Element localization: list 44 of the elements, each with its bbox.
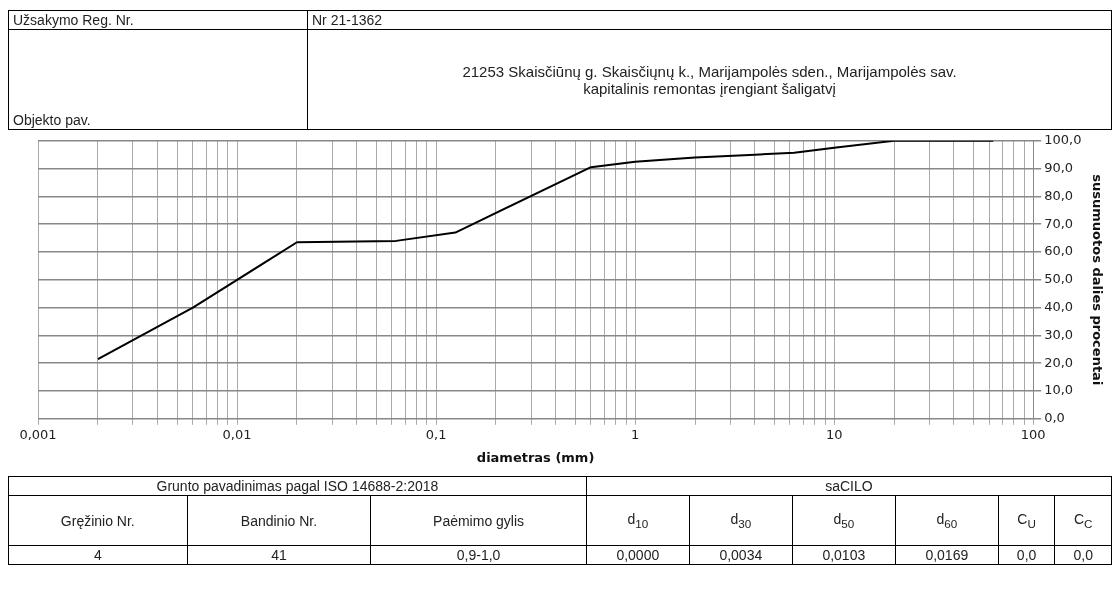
- x-tick-label: 100: [1020, 426, 1046, 442]
- x-tick-label: 0,01: [222, 426, 252, 442]
- text: d$_{50}$: [833, 511, 855, 530]
- x-axis-title: diametras (mm): [476, 449, 595, 465]
- text: Gręžinio Nr.: [60, 512, 135, 529]
- text: kapitalinis remontas įrengiant šaligatvį: [583, 79, 836, 97]
- y-tick-label: 0,0: [1044, 410, 1065, 426]
- text: C$_{U}$: [1017, 511, 1036, 530]
- x-tick-label: 1: [630, 426, 640, 442]
- y-tick-label: 60,0: [1044, 243, 1074, 259]
- x-tick-label: 0,001: [19, 426, 57, 442]
- text: Bandinio Nr.: [240, 512, 318, 529]
- x-tick-label: 10: [825, 426, 843, 442]
- x-tick-label: 0,1: [425, 426, 447, 442]
- text: Užsakymo Reg. Nr.: [13, 12, 134, 28]
- text: Nr 21-1362: [312, 12, 383, 28]
- y-tick-label: 90,0: [1044, 159, 1074, 175]
- y-tick-label: 10,0: [1044, 382, 1074, 398]
- text: 21253 Skaisčiūnų g. Skaisčiųnų k., Marijampolės sden., Marijampolės sav.: [462, 62, 957, 80]
- text: 0,0: [1073, 547, 1093, 563]
- y-tick-label: 100,0: [1044, 132, 1082, 148]
- text: Paėmimo gylis: [433, 512, 525, 529]
- y-tick-label: 40,0: [1044, 298, 1074, 314]
- y-tick-label: 80,0: [1044, 187, 1074, 203]
- text: 0,0000: [616, 547, 660, 563]
- text: 4: [93, 547, 102, 563]
- y-tick-label: 70,0: [1044, 215, 1074, 231]
- text: d$_{10}$: [627, 511, 649, 530]
- y-tick-label: 20,0: [1044, 354, 1074, 370]
- text: 0,0034: [719, 547, 763, 563]
- text: 41: [271, 547, 287, 563]
- text: d$_{60}$: [936, 511, 958, 530]
- text: Grunto pavadinimas pagal ISO 14688-2:2018: [156, 478, 439, 494]
- text: C$_{C}$: [1073, 511, 1093, 530]
- text: 0,0: [1016, 547, 1037, 563]
- text: d$_{30}$: [730, 511, 752, 530]
- text: 0,9-1,0: [456, 547, 501, 563]
- y-tick-label: 30,0: [1044, 326, 1074, 342]
- text: Objekto pav.: [13, 112, 91, 128]
- y-tick-label: 50,0: [1044, 271, 1074, 287]
- text: 0,0169: [925, 547, 969, 563]
- y-axis-title: susumuotos dalies procentai: [1089, 174, 1105, 386]
- text: 0,0103: [822, 547, 866, 563]
- text: saCILO: [825, 478, 873, 494]
